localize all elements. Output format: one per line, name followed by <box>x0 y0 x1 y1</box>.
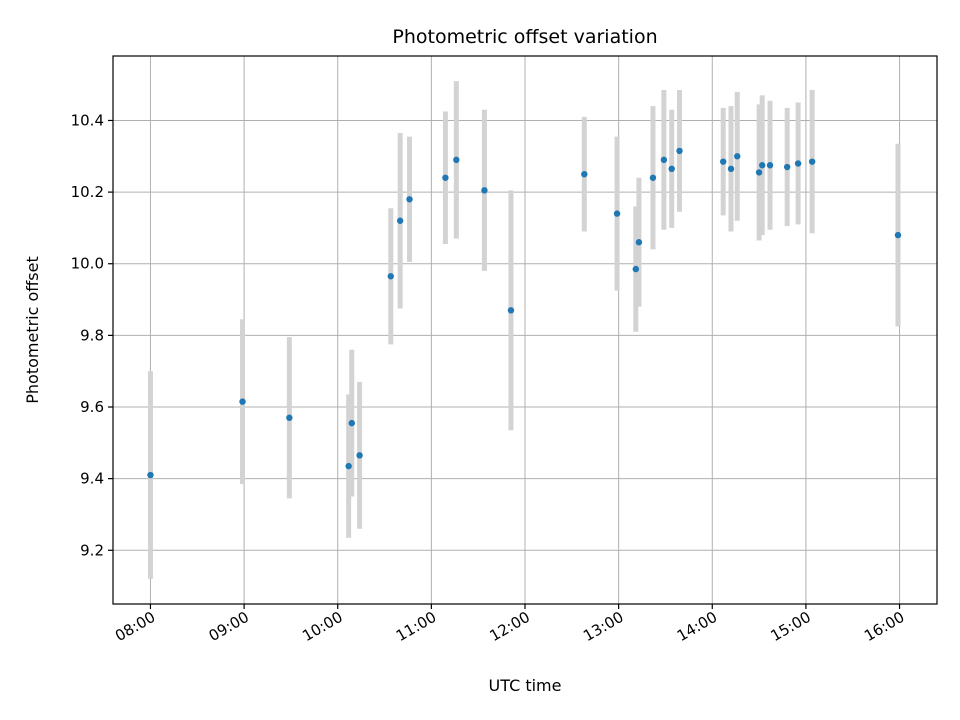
y-tick-label: 9.4 <box>80 470 104 488</box>
data-point <box>894 231 902 239</box>
data-point <box>734 153 741 160</box>
data-point <box>356 452 363 459</box>
y-tick-label: 10.4 <box>71 111 104 129</box>
data-point <box>660 156 668 164</box>
data-point <box>147 471 154 479</box>
data-point <box>581 170 588 178</box>
data-point <box>396 217 404 224</box>
data-point <box>783 163 791 171</box>
data-point <box>442 174 449 181</box>
data-point <box>766 162 774 169</box>
data-point <box>808 158 816 165</box>
data-point <box>649 174 657 181</box>
x-axis-label: UTC time <box>489 676 562 695</box>
data-point <box>507 307 515 314</box>
data-point <box>481 187 488 194</box>
y-tick-label: 10.0 <box>71 255 104 273</box>
y-axis-label: Photometric offset <box>23 256 42 404</box>
data-point <box>348 419 355 427</box>
y-tick-label: 9.2 <box>80 541 104 559</box>
data-point <box>632 265 640 273</box>
data-point <box>635 239 643 246</box>
data-point <box>239 398 246 405</box>
data-point <box>387 273 394 280</box>
data-point <box>286 414 293 421</box>
y-tick-label: 10.2 <box>71 183 104 201</box>
data-points <box>147 147 902 479</box>
data-point <box>759 162 766 169</box>
data-point <box>794 160 802 167</box>
chart-title: Photometric offset variation <box>392 26 657 48</box>
data-point <box>406 196 413 203</box>
data-point <box>613 210 621 217</box>
y-axis-ticks: 9.2 9.4 9.6 9.8 10.0 10.2 10.4 <box>71 111 113 559</box>
data-point <box>755 169 763 176</box>
data-point <box>668 165 675 173</box>
y-tick-label: 9.6 <box>80 398 104 416</box>
data-point <box>719 158 727 165</box>
y-tick-label: 9.8 <box>80 326 104 344</box>
data-point <box>676 147 683 155</box>
data-point <box>345 462 352 470</box>
data-point <box>453 156 460 164</box>
data-point <box>727 165 735 173</box>
